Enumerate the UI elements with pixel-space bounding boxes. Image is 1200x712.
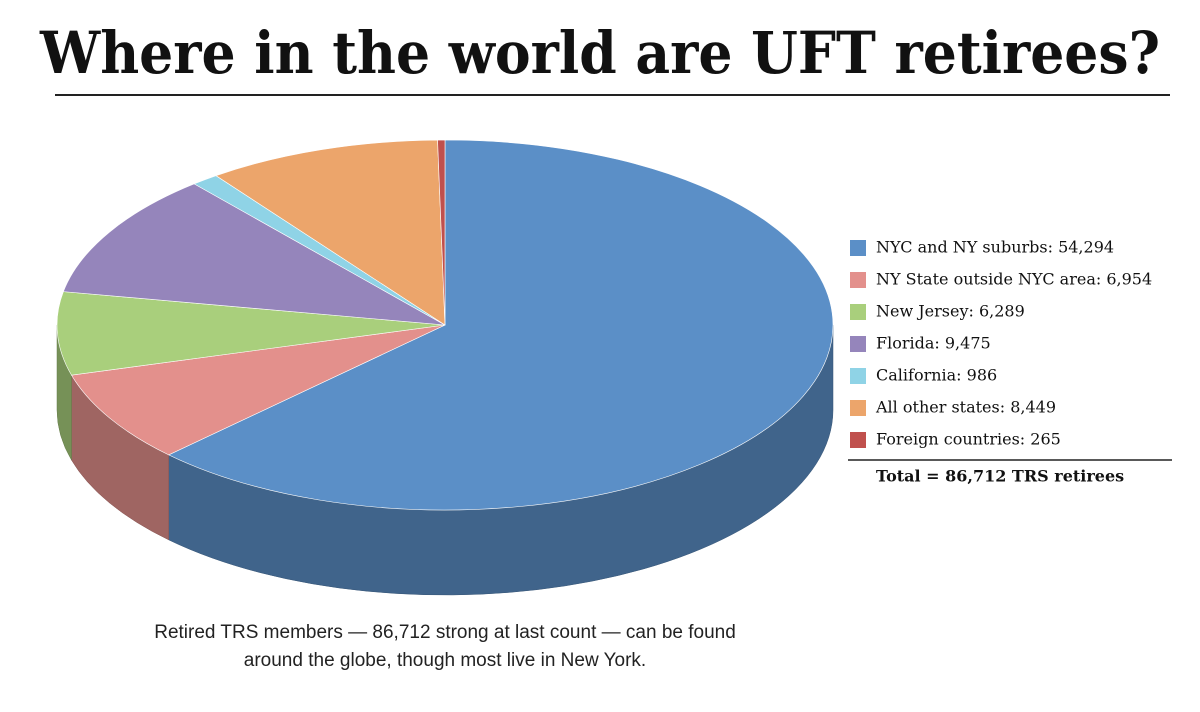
legend-swatch [850,272,866,288]
legend-swatch [850,304,866,320]
chart-title: Where in the world are UFT retirees? [39,19,1160,87]
total: Total = 86,712 TRS retirees [876,467,1124,486]
legend-label: Florida: 9,475 [876,334,991,353]
slice [437,139,446,326]
legend-label: All other states: 8,449 [875,398,1056,417]
legend-swatch [850,432,866,448]
legend-label: NYC and NY suburbs: 54,294 [876,238,1114,257]
legend: NYC and NY suburbs: 54,294 NY State outsi… [850,238,1152,449]
slice [56,291,446,376]
slice [167,139,834,511]
caption: around the globe, though most live in Ne… [244,650,646,671]
legend-label: California: 986 [876,366,997,385]
legend-swatch [850,400,866,416]
legend-swatch [850,240,866,256]
pie [56,139,834,596]
caption: Retired TRS members — 86,712 strong at l… [154,622,736,643]
legend-swatch [850,336,866,352]
legend-label: Foreign countries: 265 [876,430,1061,449]
legend-label: New Jersey: 6,289 [876,302,1025,321]
slice [215,139,446,326]
legend-label: NY State outside NYC area: 6,954 [876,270,1152,289]
legend-swatch [850,368,866,384]
slice [62,183,446,326]
slice [71,324,446,456]
